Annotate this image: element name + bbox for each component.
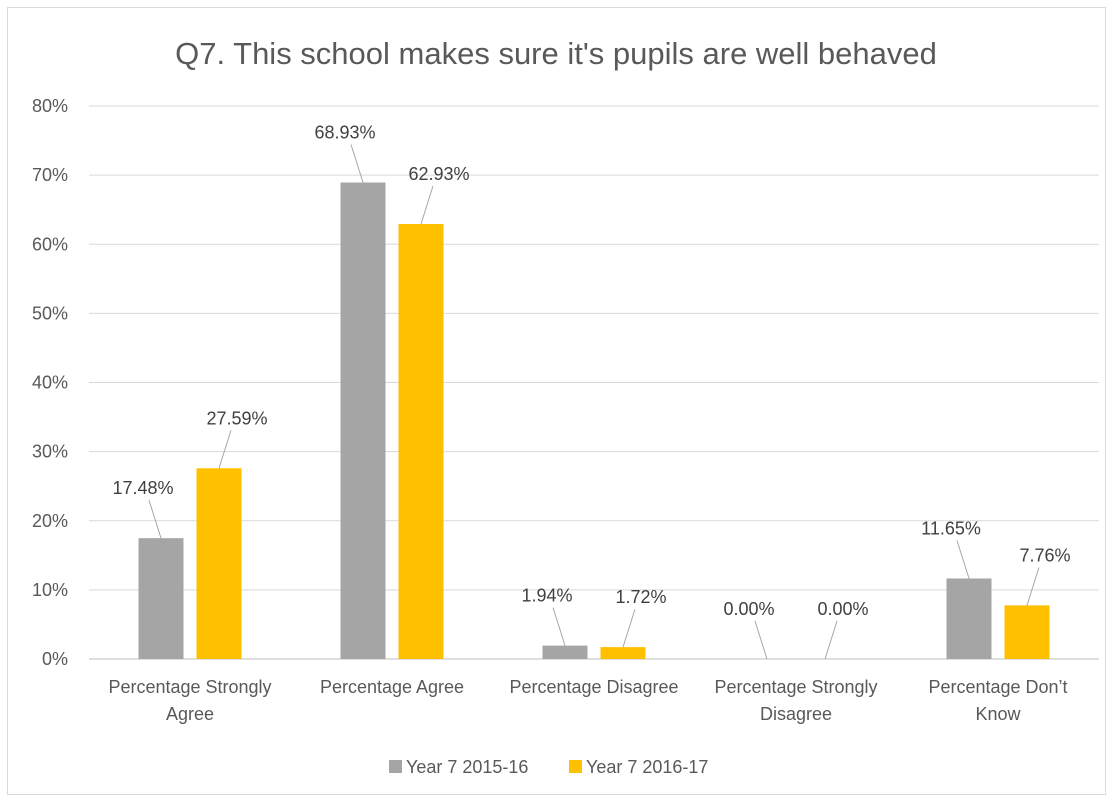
gridlines — [89, 105, 1099, 660]
data-label: 17.48% — [112, 478, 173, 498]
y-tick-label: 80% — [32, 96, 68, 116]
legend-label: Year 7 2015-16 — [406, 757, 528, 777]
y-tick-label: 0% — [42, 649, 68, 669]
data-label-leader — [956, 540, 970, 579]
category-label: Disagree — [760, 704, 832, 724]
category-label: Percentage Strongly — [714, 677, 877, 697]
data-labels: 17.48% 27.59% 68.93% 62.93% 1.94% 1.72% 0.00% 0… — [112, 123, 1070, 619]
data-label-leader — [622, 608, 636, 648]
category-label: Percentage Strongly — [108, 677, 271, 697]
y-tick-label: 70% — [32, 165, 68, 185]
data-label-leader — [824, 620, 838, 660]
data-label: 62.93% — [408, 164, 469, 184]
data-label: 68.93% — [314, 123, 375, 143]
bar — [1004, 605, 1050, 659]
bars — [138, 182, 1050, 660]
data-label-leader — [552, 607, 566, 646]
bar — [340, 182, 386, 660]
data-label: 27.59% — [206, 408, 267, 428]
data-label: 0.00% — [723, 599, 774, 619]
data-label: 7.76% — [1019, 545, 1070, 565]
data-label: 1.72% — [615, 587, 666, 607]
y-axis-ticks: 0% 10% 20% 30% 40% 50% 60% 70% 80% — [32, 96, 68, 669]
bar-chart: Q7. This school makes sure it's pupils a… — [32, 36, 1099, 777]
legend-swatch — [569, 760, 582, 773]
category-label: Know — [975, 704, 1021, 724]
legend-swatch — [389, 760, 402, 773]
data-label: 0.00% — [817, 599, 868, 619]
bar — [138, 538, 184, 659]
y-tick-label: 60% — [32, 234, 68, 254]
bar — [196, 468, 242, 659]
legend-label: Year 7 2016-17 — [586, 757, 708, 777]
category-label: Percentage Don’t — [928, 677, 1067, 697]
data-label-leader — [350, 144, 364, 183]
category-label: Agree — [166, 704, 214, 724]
legend: Year 7 2015-16 Year 7 2016-17 — [389, 757, 708, 777]
data-label-leader — [754, 620, 768, 660]
y-tick-label: 30% — [32, 442, 68, 462]
x-axis-categories: Percentage Strongly Agree Percentage Agree… — [108, 677, 1067, 724]
data-label-leader — [148, 500, 162, 539]
category-label: Percentage Agree — [320, 677, 464, 697]
chart-area: Q7. This school makes sure it's pupils a… — [7, 7, 1106, 795]
y-tick-label: 50% — [32, 303, 68, 323]
bar — [398, 223, 444, 659]
data-label-leaders — [148, 144, 1040, 660]
data-label-leader — [420, 185, 434, 225]
bar — [542, 645, 588, 659]
data-label: 1.94% — [521, 586, 572, 606]
data-label-leader — [218, 430, 232, 469]
data-label-leader — [1026, 567, 1040, 606]
chart-title: Q7. This school makes sure it's pupils a… — [175, 36, 937, 71]
bar — [600, 647, 646, 659]
y-tick-label: 10% — [32, 580, 68, 600]
bar — [946, 578, 992, 659]
y-tick-label: 40% — [32, 373, 68, 393]
y-tick-label: 20% — [32, 511, 68, 531]
category-label: Percentage Disagree — [509, 677, 678, 697]
data-label: 11.65% — [921, 518, 981, 538]
